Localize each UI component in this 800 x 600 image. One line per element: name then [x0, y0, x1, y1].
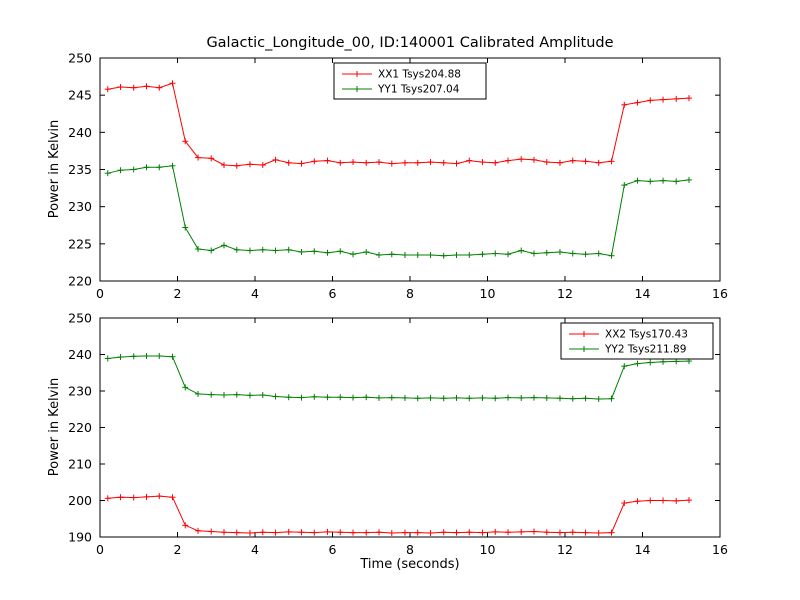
series-line [107, 355, 690, 400]
x-tick-label: 4 [251, 286, 259, 301]
x-tick-label: 16 [712, 286, 728, 301]
x-tick-label: 6 [329, 286, 337, 301]
y-tick-label: 210 [68, 457, 92, 472]
x-tick-label: 0 [96, 286, 104, 301]
y-tick-label: 240 [68, 125, 92, 140]
top-subplot: 0 2 4 6 8 10 12 14 16 220 225 230 235 240 245 250 XX1 Ts… [68, 51, 728, 302]
y-tick-label: 235 [68, 162, 92, 177]
x-tick-label: 8 [406, 542, 414, 557]
series-line [107, 495, 690, 534]
legend-box [560, 322, 714, 360]
y-tick-label: 230 [68, 199, 92, 214]
x-tick-label: 2 [174, 286, 182, 301]
legend-box [333, 62, 487, 100]
xaxis-label: Time (seconds) [360, 557, 460, 572]
x-tick-label: 12 [557, 542, 573, 557]
axes-frame [99, 317, 721, 538]
y-tick-label: 190 [68, 530, 92, 545]
x-tick-label: 14 [635, 286, 651, 301]
bottom-subplot: 0 2 4 6 8 10 12 14 16 190 200 210 220 230 240 250 XX2 Ts… [68, 311, 728, 558]
x-tick-label: 4 [251, 542, 259, 557]
y-tick-label: 250 [68, 311, 92, 326]
x-tick-label: 12 [557, 286, 573, 301]
figure-title: Galactic_Longitude_00, ID:140001 Calibra… [206, 35, 614, 51]
axes-frame [99, 57, 721, 282]
y-tick-label: 240 [68, 347, 92, 362]
series-line [107, 82, 690, 167]
legend-label: YY1 Tsys207.04 [377, 84, 460, 96]
y-tick-label: 250 [68, 51, 92, 66]
x-tick-label: 16 [712, 542, 728, 557]
x-tick-label: 10 [480, 286, 496, 301]
x-tick-label: 14 [635, 542, 651, 557]
y-tick-label: 200 [68, 493, 92, 508]
legend-label: XX2 Tsys170.43 [605, 329, 688, 341]
y-tick-label: 230 [68, 384, 92, 399]
y-tick-label: 220 [68, 420, 92, 435]
series-line [107, 165, 690, 257]
legend-label: YY2 Tsys211.89 [604, 344, 686, 356]
bottom-ylabel: Power in Kelvin [47, 377, 62, 477]
y-tick-label: 225 [68, 236, 92, 251]
legend-label: XX1 Tsys204.88 [378, 69, 461, 81]
x-tick-label: 6 [329, 542, 337, 557]
x-tick-label: 2 [174, 542, 182, 557]
y-tick-label: 220 [68, 274, 92, 289]
y-tick-label: 245 [68, 88, 92, 103]
x-tick-label: 8 [406, 286, 414, 301]
x-tick-label: 0 [96, 542, 104, 557]
top-ylabel: Power in Kelvin [47, 119, 62, 219]
x-tick-label: 10 [480, 542, 496, 557]
